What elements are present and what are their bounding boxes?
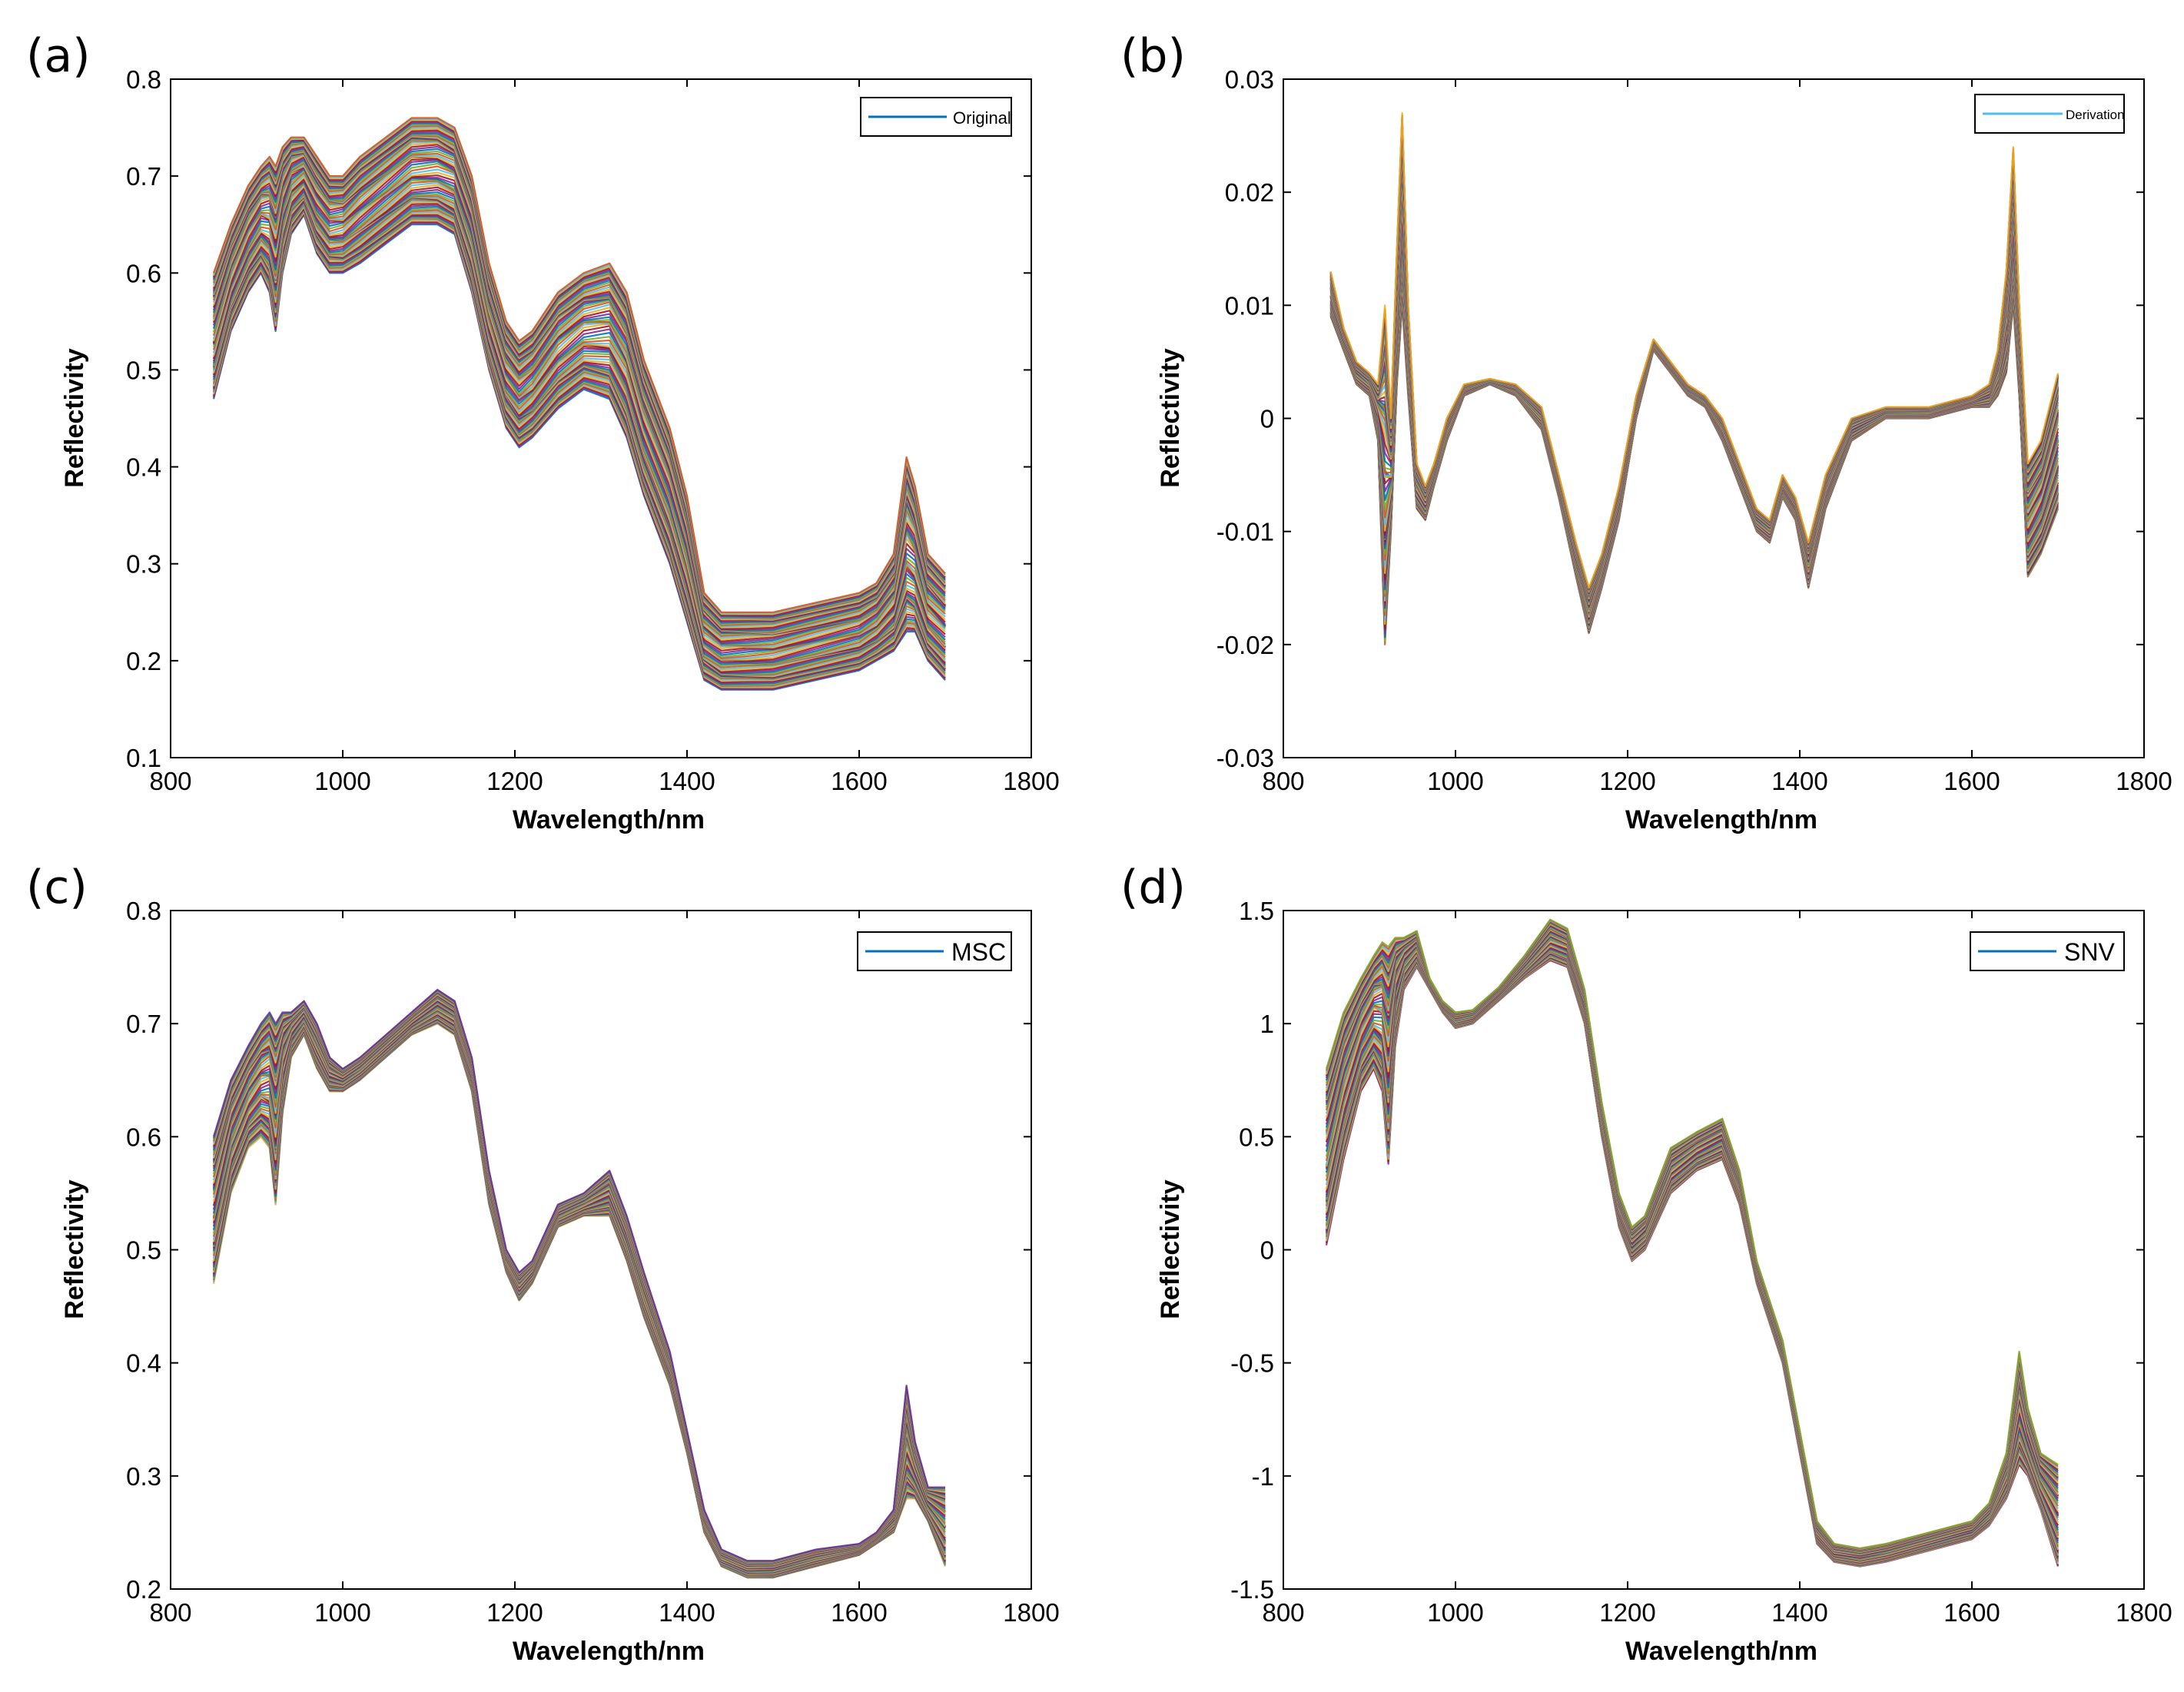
x-tick-label: 1200	[486, 1598, 543, 1627]
y-tick-label: 0.5	[126, 1236, 161, 1265]
legend-label: Derivation	[2066, 108, 2125, 122]
x-tick-label: 1200	[1599, 767, 1655, 795]
y-tick-label: 0.5	[126, 356, 161, 384]
x-tick-label: 800	[149, 767, 191, 795]
x-tick-label: 1600	[831, 1598, 887, 1627]
legend-label: Original	[953, 108, 1011, 128]
series-layer	[1325, 918, 2060, 1568]
x-tick-label: 1400	[1771, 767, 1827, 795]
x-tick-label: 1000	[314, 1598, 370, 1627]
y-tick-label: 0.4	[126, 1349, 161, 1378]
ticks-layer: 800 1000 1200 1400 1600 1800 -0.03 -0.02 -0.01 0 0…	[1216, 65, 2172, 795]
y-axis-title: Reflectivity	[60, 1179, 89, 1319]
x-tick-label: 800	[1262, 767, 1304, 795]
y-tick-label: -0.01	[1216, 518, 1274, 546]
y-axis-title: Reflectivity	[1156, 1179, 1185, 1319]
x-tick-label: 1800	[2116, 767, 2172, 795]
legend-label: MSC	[951, 938, 1006, 966]
x-tick-label: 1800	[1003, 1598, 1059, 1627]
panel-d: (d) 800 1000 1200 1400 1600 1800 -1.5 -1 -0.5 0 0.…	[1120, 861, 2172, 1666]
x-tick-label: 1800	[2116, 1598, 2172, 1627]
panel-label: (b)	[1120, 29, 1186, 83]
ticks-layer: 800 1000 1200 1400 1600 1800 0.2 0.3 0.4 0.5 0.6 0.…	[126, 897, 1060, 1627]
x-tick-label: 1000	[1427, 1598, 1483, 1627]
y-tick-label: 0.2	[126, 1575, 161, 1604]
x-tick-label: 1000	[1427, 767, 1483, 795]
x-axis-title: Wavelength/nm	[513, 1637, 705, 1666]
y-tick-label: 0.8	[126, 65, 161, 94]
x-tick-label: 1200	[1599, 1598, 1655, 1627]
panel-label: (d)	[1120, 861, 1186, 914]
spectrum-line	[212, 161, 946, 651]
panel-label: (a)	[26, 29, 91, 83]
spectrum-line	[212, 988, 945, 1562]
spectrum-line	[1325, 918, 2059, 1550]
ticks-layer: 800 1000 1200 1400 1600 1800 0.1 0.2 0.3 0.4 0.5 0.…	[126, 65, 1060, 795]
ticks-layer: 800 1000 1200 1400 1600 1800 -1.5 -1 -0.5 0 0.5 1 1.…	[1230, 897, 2172, 1627]
y-tick-label: 0.7	[126, 162, 161, 191]
y-tick-label: 0	[1260, 1236, 1274, 1265]
series-layer	[1329, 112, 2060, 645]
spectrum-line	[212, 142, 946, 635]
x-tick-label: 800	[1262, 1598, 1304, 1627]
y-tick-label: 0	[1260, 405, 1274, 433]
panel-label: (c)	[26, 861, 88, 914]
y-tick-label: 0.01	[1225, 291, 1274, 320]
y-tick-label: -0.03	[1216, 744, 1274, 772]
x-tick-label: 1600	[831, 767, 887, 795]
x-axis-title: Wavelength/nm	[1625, 1637, 1817, 1666]
y-tick-label: -0.02	[1216, 631, 1274, 659]
x-tick-label: 1400	[1771, 1598, 1827, 1627]
x-tick-label: 1200	[486, 767, 543, 795]
y-tick-label: 0.8	[126, 897, 161, 925]
x-axis-title: Wavelength/nm	[513, 805, 705, 834]
y-tick-label: 0.7	[126, 1010, 161, 1038]
spectrum-line	[212, 117, 946, 613]
legend: MSC	[857, 931, 1012, 971]
y-tick-label: 0.6	[126, 259, 161, 287]
legend: SNV	[1970, 931, 2125, 971]
x-tick-label: 1600	[1943, 1598, 2000, 1627]
y-tick-label: -1	[1252, 1462, 1274, 1491]
y-tick-label: 0.1	[126, 744, 161, 772]
y-tick-label: 0.02	[1225, 178, 1274, 207]
x-tick-label: 1000	[314, 767, 370, 795]
x-tick-label: 1400	[659, 1598, 715, 1627]
y-tick-label: 0.03	[1225, 65, 1274, 94]
y-axis-title: Reflectivity	[60, 348, 89, 487]
series-layer	[212, 117, 946, 691]
y-tick-label: 0.3	[126, 550, 161, 579]
spectrum-line	[1329, 112, 2060, 589]
legend-label: SNV	[2064, 938, 2115, 966]
x-tick-label: 800	[149, 1598, 191, 1627]
panel-b: (b) 800 1000 1200 1400 1600 1800 -0.03 -0.02 -0.…	[1120, 29, 2172, 834]
y-tick-label: 0.3	[126, 1462, 161, 1491]
spectrum-line	[212, 124, 946, 620]
y-tick-label: 0.2	[126, 647, 161, 675]
series-layer	[212, 988, 947, 1579]
y-tick-label: -0.5	[1230, 1349, 1274, 1378]
x-axis-title: Wavelength/nm	[1625, 805, 1817, 834]
panel-c: (c) 800 1000 1200 1400 1600 1800 0.2 0.3 0.4 0.5 0…	[26, 861, 1060, 1666]
legend: Derivation	[1974, 94, 2125, 134]
y-axis-title: Reflectivity	[1156, 348, 1185, 487]
y-tick-label: 0.6	[126, 1123, 161, 1151]
x-tick-label: 1800	[1003, 767, 1059, 795]
y-tick-label: 1	[1260, 1010, 1274, 1038]
y-tick-label: 1.5	[1239, 897, 1274, 925]
y-tick-label: 0.4	[126, 453, 161, 482]
plot-frame	[1283, 910, 2145, 1590]
spectrum-line	[212, 144, 946, 635]
y-tick-label: 0.5	[1239, 1123, 1274, 1151]
x-tick-label: 1400	[659, 767, 715, 795]
y-tick-label: -1.5	[1230, 1575, 1274, 1604]
legend: Original	[860, 97, 1012, 137]
panel-a: (a) 800 1000 1200 1400 1600 1800 0.1 0.2 0.3 0.4 0…	[26, 29, 1060, 834]
x-tick-label: 1600	[1943, 767, 2000, 795]
